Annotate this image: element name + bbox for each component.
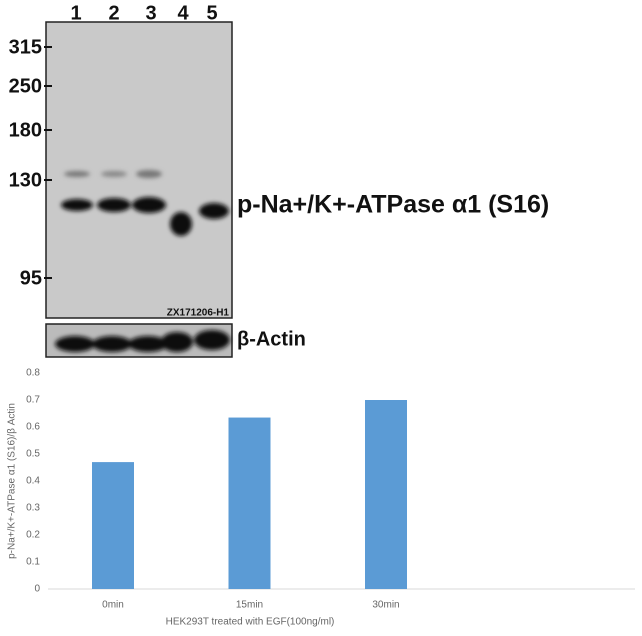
bar bbox=[92, 462, 134, 589]
y-axis-title: p-Na+/K+-ATPase α1 (S16)/β Actin bbox=[7, 403, 18, 559]
y-tick-label: 0.5 bbox=[26, 449, 40, 460]
bands bbox=[61, 170, 229, 236]
marker-label: 250 bbox=[9, 75, 42, 97]
marker-label: 315 bbox=[9, 36, 42, 58]
lane-label: 5 bbox=[206, 2, 217, 24]
x-tick-label: 15min bbox=[236, 600, 263, 611]
blot-code: ZX171206-H1 bbox=[167, 308, 230, 319]
y-tick-label: 0.4 bbox=[26, 476, 40, 487]
marker-label: 130 bbox=[9, 169, 42, 191]
blot-panel bbox=[45, 21, 233, 319]
y-tick-label: 0.2 bbox=[26, 530, 40, 541]
lane-label: 2 bbox=[108, 2, 119, 24]
actin-bands bbox=[55, 330, 230, 352]
marker-label: 95 bbox=[20, 267, 42, 289]
control-label: β-Actin bbox=[237, 328, 306, 350]
x-tick-label: 30min bbox=[372, 600, 399, 611]
y-tick-label: 0.3 bbox=[26, 503, 40, 514]
x-tick-label: 0min bbox=[102, 600, 124, 611]
y-tick-label: 0.1 bbox=[26, 557, 40, 568]
y-tick-label: 0 bbox=[34, 584, 40, 595]
bar bbox=[365, 400, 407, 589]
target-label: p-Na+/K+-ATPase α1 (S16) bbox=[237, 191, 549, 219]
marker-ticks bbox=[44, 46, 52, 279]
y-tick-label: 0.8 bbox=[26, 368, 40, 379]
marker-label: 180 bbox=[9, 119, 42, 141]
bar bbox=[228, 417, 271, 589]
lane-label: 4 bbox=[177, 2, 189, 24]
x-axis-title: HEK293T treated with EGF(100ng/ml) bbox=[166, 617, 335, 628]
y-tick-label: 0.7 bbox=[26, 395, 40, 406]
lane-label: 3 bbox=[145, 2, 156, 24]
y-tick-label: 0.6 bbox=[26, 422, 40, 433]
lane-label: 1 bbox=[70, 2, 81, 24]
